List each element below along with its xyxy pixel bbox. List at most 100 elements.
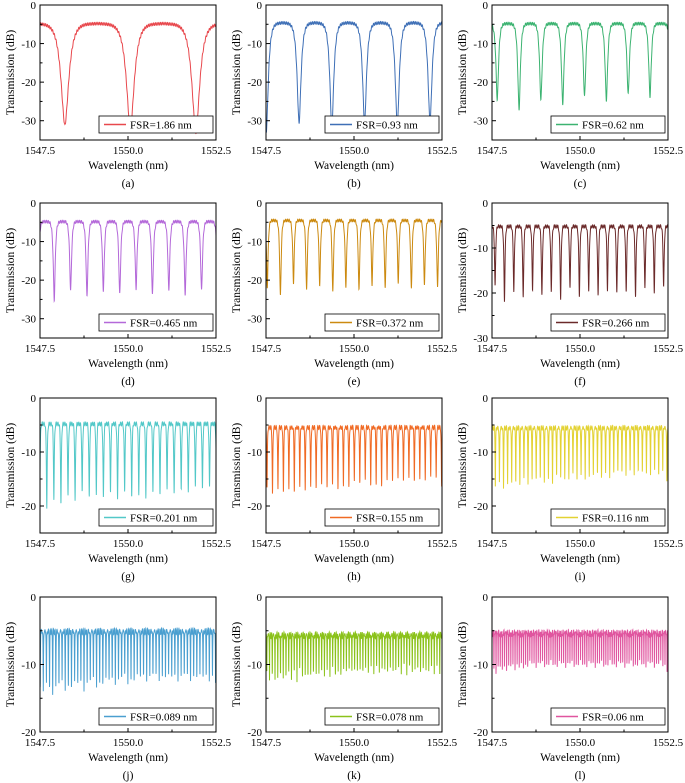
y-tick-label: -10 [247, 447, 262, 459]
y-axis-label: Transmission (dB) [5, 622, 17, 708]
legend-label: FSR=0.116 nm [582, 513, 649, 525]
x-tick-label: 1550.0 [565, 737, 596, 749]
spectrum-line [40, 420, 216, 509]
panel-e: 1547.5 1550.0 1552.5 0 -10 -20 -30 Wavelength (… [231, 198, 458, 388]
x-tick-label: 1550.0 [113, 737, 144, 749]
y-tick-label: -10 [247, 660, 262, 672]
x-tick-label: 1547.5 [251, 145, 282, 157]
legend-box [550, 313, 666, 332]
y-tick-label: -10 [21, 39, 36, 51]
panel-f: 1547.5 1550.0 1552.5 0 -10 -20 -30 Wavelength (… [457, 198, 684, 388]
panel-label: (d) [121, 376, 135, 388]
panel-d: 1547.5 1550.0 1552.5 0 -10 -20 -30 Wavelength (… [5, 198, 232, 388]
spectrum-line [266, 20, 442, 133]
y-tick-label: -10 [473, 39, 488, 51]
legend-label: FSR=0.372 nm [356, 318, 424, 330]
y-axis-label: Transmission (dB) [231, 30, 243, 116]
x-tick-label: 1552.5 [427, 343, 458, 355]
x-tick-label: 1550.0 [113, 538, 144, 550]
x-tick-label: 1552.5 [653, 343, 684, 355]
spectrum-line [492, 21, 668, 111]
y-tick-label: -10 [247, 39, 262, 51]
panel-label: (h) [347, 571, 361, 583]
legend-box [550, 707, 666, 726]
spectrum-line [266, 424, 442, 494]
panel-j: 1547.5 1550.0 1552.5 0 -10 -20 Wavelength (nm)… [5, 592, 232, 782]
y-tick-label: -10 [21, 660, 36, 672]
legend-label: FSR=1.86 nm [130, 120, 192, 132]
panel-label: (j) [123, 770, 134, 782]
x-axis-label: Wavelength (nm) [540, 160, 620, 172]
y-axis-label: Transmission (dB) [231, 622, 243, 708]
y-tick-label: -20 [247, 727, 262, 739]
legend-label: FSR=0.266 nm [582, 318, 650, 330]
x-tick-label: 1550.0 [339, 145, 370, 157]
y-axis-label: Transmission (dB) [5, 30, 17, 116]
panel-label: (c) [574, 178, 587, 190]
panel-label: (f) [574, 376, 586, 388]
x-tick-label: 1547.5 [25, 538, 56, 550]
y-tick-label: -30 [21, 314, 36, 326]
spectrum-line [492, 223, 668, 302]
x-tick-label: 1547.5 [251, 737, 282, 749]
panel-label: (k) [347, 770, 361, 782]
x-tick-label: 1547.5 [477, 737, 508, 749]
y-tick-label: -20 [473, 77, 488, 89]
x-tick-label: 1550.0 [113, 343, 144, 355]
x-tick-label: 1552.5 [653, 538, 684, 550]
legend-box [98, 313, 214, 332]
y-tick-label: -10 [247, 237, 262, 249]
y-tick-label: -10 [21, 447, 36, 459]
legend-label: FSR=0.465 nm [130, 318, 198, 330]
y-tick-label: -30 [247, 116, 262, 128]
spectrum-line [266, 218, 442, 296]
y-axis-label: Transmission (dB) [457, 30, 469, 116]
x-tick-label: 1552.5 [427, 538, 458, 550]
legend-label: FSR=0.62 nm [582, 120, 644, 132]
legend-box [324, 115, 440, 134]
y-tick-label: 0 [31, 393, 37, 405]
x-tick-label: 1552.5 [653, 737, 684, 749]
y-tick-label: -20 [21, 275, 36, 287]
x-axis-label: Wavelength (nm) [314, 553, 394, 565]
panel-h: 1547.5 1550.0 1552.5 0 -10 -20 Wavelength (nm)… [231, 393, 458, 583]
x-tick-label: 1552.5 [201, 538, 232, 550]
y-tick-label: -20 [473, 288, 488, 300]
x-tick-label: 1550.0 [113, 145, 144, 157]
y-axis-label: Transmission (dB) [231, 423, 243, 509]
x-axis-label: Wavelength (nm) [88, 752, 168, 764]
legend-box [550, 115, 666, 134]
x-tick-label: 1550.0 [565, 343, 596, 355]
y-tick-label: -20 [473, 727, 488, 739]
x-axis-label: Wavelength (nm) [314, 160, 394, 172]
x-tick-label: 1552.5 [427, 737, 458, 749]
y-tick-label: -10 [473, 447, 488, 459]
panel-l: 1547.5 1550.0 1552.5 0 -10 -20 Wavelength (nm)… [457, 592, 684, 782]
y-tick-label: 0 [257, 393, 263, 405]
y-tick-label: -20 [247, 501, 262, 513]
y-tick-label: 0 [483, 393, 489, 405]
x-tick-label: 1547.5 [25, 737, 56, 749]
y-tick-label: -20 [21, 501, 36, 513]
spectrum-line [40, 626, 216, 695]
panel-c: 1547.5 1550.0 1552.5 0 -10 -20 -30 Wavelength (… [457, 0, 684, 190]
legend-label: FSR=0.06 nm [582, 712, 644, 724]
y-tick-label: -10 [21, 237, 36, 249]
x-tick-label: 1550.0 [339, 737, 370, 749]
x-axis-label: Wavelength (nm) [88, 160, 168, 172]
spectrum-line [40, 21, 216, 135]
panel-g: 1547.5 1550.0 1552.5 0 -10 -20 Wavelength (nm)… [5, 393, 232, 583]
legend-label: FSR=0.089 nm [130, 712, 198, 724]
y-axis-label: Transmission (dB) [231, 228, 243, 314]
spectrum-line [40, 219, 216, 303]
y-tick-label: -20 [473, 501, 488, 513]
x-tick-label: 1547.5 [25, 145, 56, 157]
x-tick-label: 1552.5 [201, 343, 232, 355]
x-tick-label: 1547.5 [477, 343, 508, 355]
legend-label: FSR=0.155 nm [356, 513, 424, 525]
x-tick-label: 1550.0 [565, 145, 596, 157]
legend-label: FSR=0.201 nm [130, 513, 198, 525]
x-axis-label: Wavelength (nm) [314, 752, 394, 764]
spectrum-line [492, 628, 668, 674]
spectrum-line [492, 424, 668, 489]
